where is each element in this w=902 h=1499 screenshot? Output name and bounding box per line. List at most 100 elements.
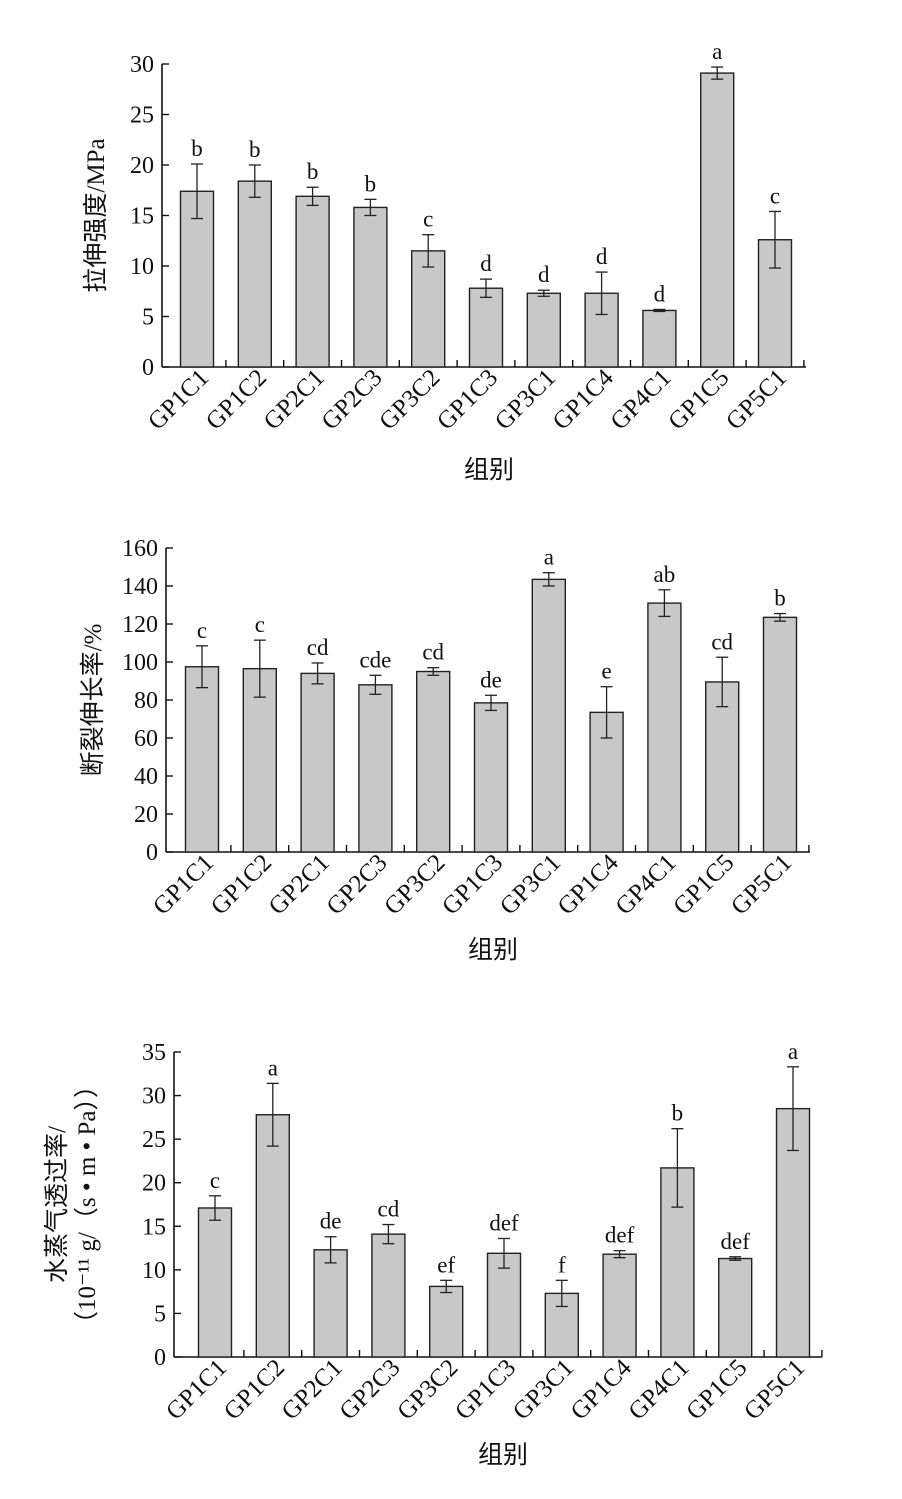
significance-label: b — [672, 1101, 684, 1126]
category-label: GP1C4 — [553, 849, 625, 921]
bar-gp2c3 — [371, 1233, 406, 1358]
y-tick-label: 25 — [142, 1127, 166, 1153]
y-axis-title: （10⁻¹¹ g/（s • m • Pa）） — [73, 1073, 101, 1336]
significance-label: def — [721, 1229, 751, 1254]
error-bar — [595, 271, 608, 316]
y-tick-label: 140 — [122, 574, 158, 600]
chart-panel-3: 0 5 10 15 20 25 30 35 c GP1C1 a GP1C2 de GP2C1 cd GP2C3… — [43, 1039, 823, 1469]
category-label: GP1C3 — [437, 849, 508, 920]
significance-label: d — [538, 262, 550, 287]
error-bar — [774, 612, 786, 622]
bar-gp4c1 — [642, 309, 677, 368]
category-label: GP3C2 — [379, 849, 450, 920]
category-label: GP5C1 — [726, 849, 797, 920]
category-label: GP2C3 — [321, 849, 392, 920]
bar-gp2c3 — [358, 684, 393, 853]
significance-label: ef — [437, 1252, 455, 1277]
bar-gp2c1 — [300, 672, 335, 853]
y-tick-label: 20 — [134, 802, 158, 828]
y-tick-label: 15 — [142, 1214, 166, 1240]
error-bar — [382, 1223, 395, 1245]
y-tick-label: 100 — [122, 650, 158, 676]
error-bar — [711, 66, 724, 80]
bar-gp3c1 — [531, 578, 566, 853]
y-tick-label: 10 — [130, 254, 154, 280]
bar-gp1c3 — [473, 702, 509, 853]
significance-label: b — [191, 136, 203, 161]
error-bar — [306, 186, 319, 207]
significance-label: e — [601, 659, 611, 684]
error-bar — [542, 572, 555, 587]
error-bar — [196, 645, 208, 689]
error-bar — [600, 686, 613, 739]
error-bar — [671, 1128, 684, 1208]
y-axis-title: 拉伸强度/MPa — [82, 138, 110, 292]
category-label: GP1C4 — [566, 1354, 638, 1426]
error-bar — [537, 289, 550, 297]
category-label: GP1C4 — [548, 364, 620, 436]
bar-gp2c3 — [353, 206, 388, 368]
y-tick-label: 120 — [122, 612, 158, 638]
bar-gp4c1 — [647, 602, 682, 853]
y-tick-label: 15 — [130, 204, 154, 230]
error-bar — [324, 1236, 337, 1264]
x-axis-title: 组别 — [464, 456, 514, 484]
significance-label: b — [365, 171, 377, 196]
category-label: GP1C1 — [148, 849, 219, 920]
category-label: GP1C1 — [161, 1354, 232, 1425]
y-tick-label: 60 — [134, 726, 158, 752]
significance-label: def — [489, 1210, 519, 1235]
error-bar — [729, 1256, 742, 1261]
error-bar — [555, 1279, 568, 1308]
error-bar — [427, 667, 440, 676]
significance-label: d — [654, 281, 666, 306]
significance-label: c — [197, 618, 207, 643]
category-label: GP4C1 — [605, 364, 676, 435]
category-label: GP3C2 — [392, 1354, 463, 1425]
y-tick-label: 80 — [134, 688, 158, 714]
error-bar — [248, 164, 261, 198]
y-axis-title: 断裂伸长率/% — [79, 624, 107, 777]
error-bar — [480, 278, 492, 298]
error-bar — [485, 694, 497, 712]
category-label: GP5C1 — [739, 1354, 810, 1425]
x-axis-title: 组别 — [478, 1441, 528, 1469]
chart-panel-2: 0 20 40 60 80 100 120 140 160 c GP1C1 c GP1C2 cd GP2C1… — [79, 536, 810, 964]
error-bar — [653, 308, 666, 313]
bar-gp2c1 — [295, 195, 330, 368]
y-axis-title: 水蒸气透过率/ — [43, 1126, 71, 1283]
significance-label: c — [423, 207, 433, 232]
significance-label: a — [712, 39, 722, 64]
bar-gp3c2 — [429, 1285, 464, 1358]
y-tick-label: 30 — [130, 52, 154, 78]
significance-label: d — [480, 251, 492, 276]
y-tick-label: 20 — [130, 153, 154, 179]
category-label: GP4C1 — [610, 849, 681, 920]
category-label: GP1C5 — [663, 364, 734, 435]
bar-gp1c1 — [184, 666, 220, 853]
error-bar — [209, 1195, 221, 1221]
bar-gp3c2 — [416, 670, 451, 853]
error-bar — [311, 662, 324, 685]
error-bar — [364, 198, 377, 217]
error-bar — [422, 234, 435, 268]
error-bar — [440, 1279, 453, 1294]
significance-label: b — [249, 137, 261, 162]
category-label: GP2C3 — [334, 1354, 405, 1425]
category-label: GP3C1 — [495, 849, 566, 920]
category-label: GP2C1 — [277, 1354, 348, 1425]
significance-label: c — [770, 183, 780, 208]
category-label: GP2C1 — [264, 849, 335, 920]
error-bar — [787, 1066, 799, 1152]
y-tick-label: 0 — [154, 1345, 166, 1371]
y-tick-label: 40 — [134, 764, 158, 790]
error-bar — [253, 639, 266, 698]
error-bar — [769, 210, 781, 269]
category-label: GP1C5 — [668, 849, 739, 920]
bar-gp1c3 — [468, 287, 504, 368]
y-tick-label: 0 — [142, 355, 154, 381]
y-tick-label: 5 — [142, 305, 154, 331]
bar-gp1c2 — [255, 1114, 290, 1358]
error-bar — [613, 1250, 626, 1259]
bar-gp1c5 — [700, 72, 735, 368]
